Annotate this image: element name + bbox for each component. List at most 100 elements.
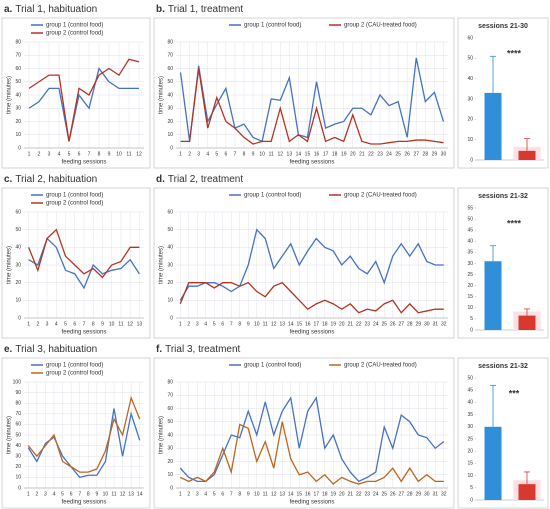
- panel-letter: c.: [4, 174, 13, 185]
- y-tick-label: 20: [467, 449, 473, 455]
- y-tick-label: 25: [467, 436, 473, 442]
- y-tick-label: 10: [15, 475, 21, 481]
- x-tick-label: 12: [136, 151, 142, 157]
- series-line: [179, 228, 444, 301]
- x-tick-label: 9: [101, 321, 104, 327]
- x-tick-label: 1: [27, 491, 30, 497]
- x-tick-label: 17: [313, 491, 319, 497]
- panel-text: Trial 2, treatment: [168, 174, 243, 185]
- x-tick-label: 2: [187, 491, 190, 497]
- x-tick-label: 27: [398, 321, 404, 327]
- y-axis-label: time (minutes): [159, 76, 165, 114]
- y-tick-label: 20: [15, 464, 21, 470]
- x-tick-label: 10: [259, 151, 265, 157]
- x-tick-label: 13: [279, 321, 285, 327]
- x-tick-label: 15: [296, 321, 302, 327]
- x-tick-label: 9: [247, 491, 250, 497]
- y-tick-label: 30: [15, 262, 21, 268]
- y-tick-label: 20: [167, 119, 173, 125]
- x-tick-label: 8: [238, 491, 241, 497]
- panel-frame: [457, 17, 549, 169]
- x-tick-label: 10: [116, 151, 122, 157]
- y-tick-label: 80: [15, 401, 21, 407]
- x-tick-label: 22: [356, 491, 362, 497]
- x-tick-label: 13: [128, 491, 134, 497]
- series-line: [28, 58, 140, 142]
- x-tick-label: 21: [347, 321, 353, 327]
- x-tick-label: 13: [137, 321, 143, 327]
- panel-text: Trial 3, treatment: [165, 344, 240, 355]
- x-tick-label: 24: [373, 491, 379, 497]
- y-tick-label: 70: [15, 411, 21, 417]
- panel-title: sessions 21-32: [478, 193, 528, 200]
- x-tick-label: 8: [92, 321, 95, 327]
- y-tick-label: 30: [15, 106, 21, 112]
- bar: [484, 92, 502, 160]
- x-tick-label: 18: [332, 151, 338, 157]
- x-tick-label: 11: [263, 491, 268, 497]
- panel-letter: a.: [4, 4, 13, 15]
- x-tick-label: 16: [305, 491, 311, 497]
- panel-frame: [153, 357, 455, 509]
- x-tick-label: 5: [213, 491, 216, 497]
- x-tick-label: 11: [111, 491, 116, 497]
- y-axis-label: time (minutes): [159, 416, 165, 454]
- y-tick-label: 0: [170, 485, 173, 491]
- x-tick-label: 28: [407, 321, 413, 327]
- x-tick-label: 24: [373, 321, 379, 327]
- series-line: [179, 57, 445, 143]
- x-tick-label: 25: [381, 321, 387, 327]
- x-tick-label: 25: [395, 151, 401, 157]
- y-tick-label: 0: [18, 485, 21, 491]
- x-tick-label: 11: [269, 151, 274, 157]
- x-tick-label: 7: [230, 491, 233, 497]
- bar: [518, 315, 536, 330]
- y-tick-label: 80: [167, 379, 173, 385]
- y-tick-label: 20: [167, 280, 173, 286]
- x-tick-label: 20: [339, 321, 345, 327]
- x-tick-label: 31: [432, 321, 438, 327]
- panel-text: Trial 2, habituation: [15, 174, 97, 185]
- y-tick-label: 40: [467, 400, 473, 406]
- significance: ****: [507, 218, 522, 228]
- x-tick-label: 12: [120, 491, 126, 497]
- panel-title: e. Trial 3, habituation: [4, 344, 97, 355]
- x-tick-label: 7: [230, 321, 233, 327]
- x-tick-label: 22: [356, 321, 362, 327]
- y-tick-label: 20: [15, 119, 21, 125]
- panel-title: sessions 21-32: [478, 363, 528, 370]
- y-tick-label: 30: [467, 96, 473, 102]
- x-tick-label: 18: [322, 321, 328, 327]
- x-tick-label: 5: [213, 321, 216, 327]
- y-tick-label: 80: [15, 39, 21, 45]
- y-tick-label: 10: [167, 132, 173, 138]
- x-tick-label: 4: [204, 491, 207, 497]
- y-tick-label: 60: [167, 406, 173, 412]
- x-tick-label: 8: [238, 321, 241, 327]
- x-tick-label: 9: [247, 321, 250, 327]
- legend-label: group 2 (control food): [46, 31, 103, 37]
- y-tick-label: 50: [467, 375, 473, 381]
- legend-label: group 2 (control food): [46, 201, 103, 207]
- panel-text: Trial 1, habituation: [15, 4, 97, 15]
- x-axis-label: feeding sessions: [62, 330, 107, 336]
- panel-letter: b.: [156, 4, 165, 15]
- x-tick-label: 14: [137, 491, 143, 497]
- y-tick-label: 40: [167, 92, 173, 98]
- bar: [518, 484, 536, 500]
- y-tick-label: 0: [18, 145, 21, 151]
- x-tick-label: 1: [179, 151, 182, 157]
- y-tick-label: 30: [167, 106, 173, 112]
- x-tick-label: 2: [187, 321, 190, 327]
- x-tick-label: 3: [44, 491, 47, 497]
- x-tick-label: 20: [350, 151, 356, 157]
- x-tick-label: 2: [38, 151, 41, 157]
- x-tick-label: 23: [364, 321, 370, 327]
- x-tick-label: 9: [252, 151, 255, 157]
- x-tick-label: 19: [330, 321, 336, 327]
- y-tick-label: 50: [467, 216, 473, 222]
- x-tick-label: 15: [305, 151, 311, 157]
- x-tick-label: 25: [381, 491, 387, 497]
- x-tick-label: 2: [36, 321, 39, 327]
